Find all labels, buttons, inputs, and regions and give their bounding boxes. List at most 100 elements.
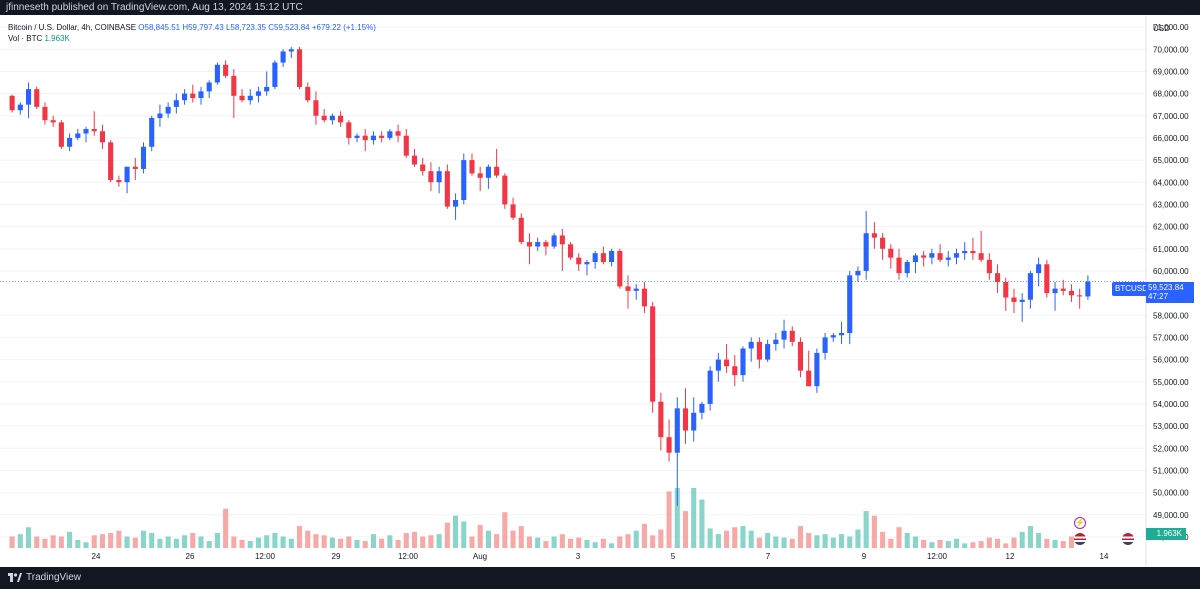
candle-body — [1011, 297, 1017, 302]
close-value: C59,523.84 — [268, 23, 310, 32]
candle-body — [477, 173, 483, 178]
us-flag-axis-icon[interactable] — [1122, 533, 1134, 545]
volume-bar — [140, 530, 147, 548]
change-value: +679.22 (+1.15%) — [311, 23, 376, 32]
price-tick-label: 53,000.00 — [1153, 422, 1189, 431]
volume-bar — [912, 536, 918, 548]
currency-label[interactable]: USD — [1153, 24, 1170, 33]
volume-bar — [1060, 541, 1066, 548]
candle-body — [658, 401, 664, 438]
candle-body — [75, 133, 81, 138]
volume-bar — [157, 538, 163, 548]
volume-bar — [814, 535, 820, 548]
candle-body — [494, 166, 500, 176]
volume-bar — [1036, 533, 1042, 548]
candle-body — [526, 242, 533, 247]
candle-body — [953, 253, 960, 258]
candle-body — [42, 106, 48, 121]
candle-body — [288, 49, 294, 52]
candle-body — [978, 253, 984, 260]
time-tick-label: 3 — [576, 552, 581, 561]
volume-bar — [797, 526, 804, 548]
volume-bar — [995, 538, 1001, 548]
candle-body — [912, 255, 918, 263]
tradingview-logo[interactable]: TradingView — [8, 572, 81, 583]
volume-bar — [781, 537, 787, 548]
volume-bar — [477, 524, 483, 548]
candle-body — [707, 370, 713, 404]
candle-body — [99, 131, 105, 143]
time-tick-label: 5 — [671, 552, 676, 561]
candle-body — [929, 253, 935, 258]
volume-bar — [576, 537, 582, 548]
candle-body — [453, 199, 459, 207]
volume-bar — [173, 538, 179, 548]
candle-body — [1019, 299, 1025, 302]
candle-body — [296, 49, 303, 87]
candle-body — [715, 359, 721, 371]
candle-body — [1003, 282, 1009, 298]
volume-bar — [502, 512, 508, 548]
candle-body — [461, 160, 467, 200]
volume-bar — [288, 538, 294, 548]
candle-body — [502, 175, 508, 205]
volume-label[interactable]: Vol · BTC — [8, 34, 43, 43]
volume-bar — [264, 535, 270, 548]
candle-body — [986, 259, 992, 274]
candle-body — [921, 255, 927, 258]
candle-body — [724, 359, 730, 367]
lightning-event-icon[interactable]: ⚡ — [1074, 517, 1086, 529]
volume-bar — [633, 530, 639, 548]
volume-bar — [674, 488, 680, 548]
volume-bar — [321, 535, 327, 548]
volume-bar — [239, 539, 245, 548]
candle-body — [469, 160, 475, 174]
candle-body — [280, 51, 286, 63]
candle-body — [91, 129, 97, 132]
price-tick-label: 49,000.00 — [1153, 511, 1189, 520]
volume-bar — [379, 538, 385, 548]
volume-bar — [255, 537, 262, 548]
volume-bar — [25, 527, 32, 548]
candle-body — [1068, 290, 1075, 296]
volume-bar — [822, 534, 828, 548]
volume-bar — [937, 539, 943, 548]
candle-body — [379, 135, 385, 138]
volume-legend[interactable]: Vol · BTC 1.963K — [8, 34, 70, 43]
candle-body — [682, 408, 689, 431]
candle-body — [838, 332, 845, 336]
candle-body — [789, 330, 795, 342]
symbol-legend[interactable]: Bitcoin / U.S. Dollar, 4h, COINBASE O58,… — [8, 23, 376, 32]
volume-bar — [962, 543, 968, 548]
volume-bar — [387, 535, 393, 548]
candle-body — [880, 237, 886, 249]
volume-bar — [699, 499, 705, 548]
candle-body — [346, 122, 352, 138]
volume-bar — [190, 533, 196, 548]
candles — [9, 47, 1091, 506]
candle-body — [543, 242, 549, 247]
volume-bar — [436, 534, 442, 548]
volume-bar — [354, 539, 360, 548]
volume-bar — [198, 536, 204, 548]
candle-body — [50, 120, 56, 123]
candle-body — [436, 171, 442, 183]
time-tick-label: 12:00 — [255, 552, 276, 561]
candle-body — [863, 233, 869, 271]
last-price: 59,523.84 — [1148, 283, 1184, 292]
volume-bar — [896, 527, 902, 548]
candle-body — [814, 352, 820, 387]
volume-bar — [526, 536, 533, 548]
volume-bar — [921, 539, 927, 548]
volume-bar — [1003, 543, 1009, 548]
price-tick-label: 63,000.00 — [1153, 200, 1189, 209]
candle-body — [83, 129, 89, 134]
candle-body — [214, 64, 220, 83]
volume-bar — [75, 539, 81, 548]
symbol-name[interactable]: Bitcoin / U.S. Dollar, 4h, COINBASE — [8, 23, 137, 32]
us-flag-event-icon[interactable] — [1074, 533, 1086, 545]
price-tick-label: 55,000.00 — [1153, 378, 1189, 387]
volume-bar — [247, 541, 253, 548]
candle-body — [239, 95, 245, 101]
